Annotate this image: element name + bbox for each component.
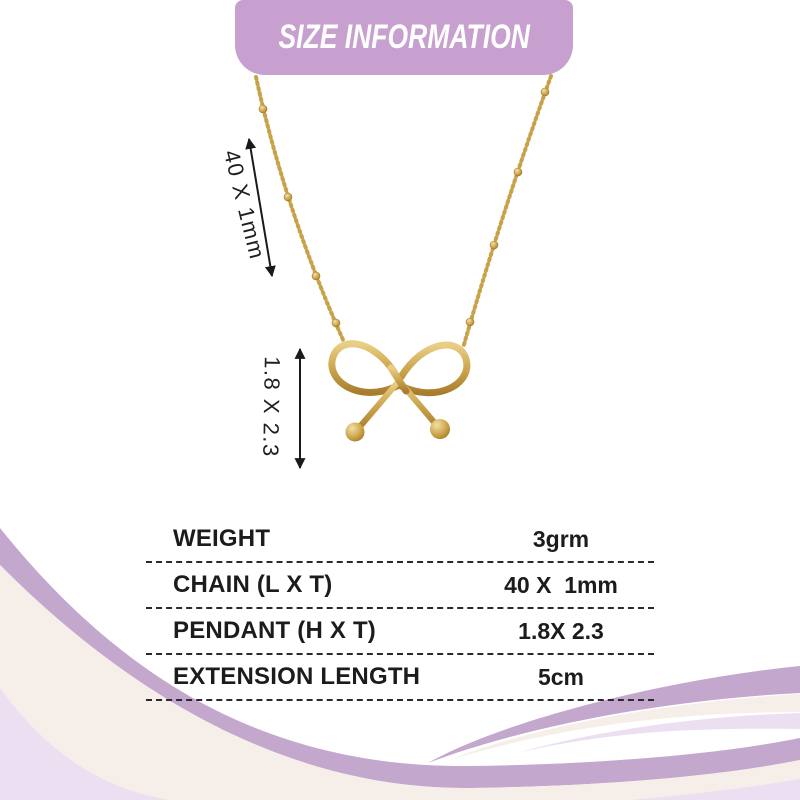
table-row: CHAIN (L X T) 40 X 1mm (146, 563, 654, 609)
spec-label: PENDANT (H X T) (173, 617, 376, 644)
pendant-dimension-label: 1.8 X 2.3 (258, 356, 285, 459)
banner-title: SIZE INFORMATION (278, 18, 530, 56)
table-row: EXTENSION LENGTH 5cm (146, 655, 654, 701)
bow-ball-right (430, 419, 450, 439)
bow-loop-right (397, 341, 471, 397)
chain-left (254, 75, 346, 344)
spec-label: WEIGHT (173, 525, 271, 552)
chain-bead (540, 87, 550, 97)
table-row: PENDANT (H X T) 1.8X 2.3 (146, 609, 654, 655)
spec-value: 1.8X 2.3 (518, 617, 604, 644)
bow-pendant (328, 340, 471, 442)
chain-measure-double-arrow-icon (245, 137, 276, 278)
chain-bead (283, 192, 293, 202)
bow-leg-left (354, 379, 401, 433)
chain-bead (311, 271, 321, 281)
chain-bead (258, 104, 268, 114)
bow-loop-left (328, 340, 401, 396)
spec-table: WEIGHT 3grm CHAIN (L X T) 40 X 1mm PENDA… (146, 517, 654, 701)
size-information-banner: SIZE INFORMATION (235, 0, 573, 75)
chain-bead (489, 240, 499, 250)
table-row: WEIGHT 3grm (146, 517, 654, 563)
chain-bead (331, 318, 341, 328)
chain-bead (465, 317, 475, 327)
spec-value: 40 X 1mm (504, 571, 618, 598)
spec-label: EXTENSION LENGTH (173, 663, 421, 690)
bow-knot (387, 364, 410, 395)
spec-label: CHAIN (L X T) (173, 571, 333, 598)
chain-right (461, 74, 553, 350)
bow-ball-left (345, 422, 365, 442)
chain-bead (513, 167, 523, 177)
spec-value: 3grm (532, 525, 590, 552)
spec-value: 5cm (537, 663, 585, 690)
